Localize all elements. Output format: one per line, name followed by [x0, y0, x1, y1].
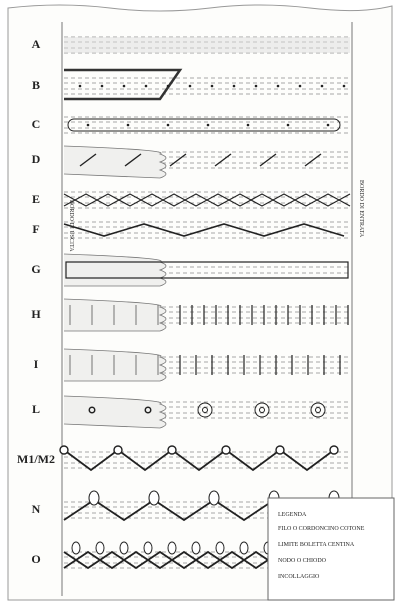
loop — [119, 541, 129, 555]
row-label: I — [34, 357, 39, 371]
row-label: G — [31, 262, 40, 276]
dot — [144, 84, 148, 88]
row-label: L — [32, 402, 40, 416]
row-label: M1/M2 — [17, 452, 55, 466]
zigzag — [63, 448, 335, 472]
legend-item: LIMITE BOLETTA CENTINA — [278, 542, 355, 548]
row-label: E — [32, 192, 40, 206]
dot — [210, 84, 214, 88]
loop — [191, 541, 201, 555]
ring — [310, 402, 326, 418]
wavy-blob — [63, 145, 167, 179]
outline — [65, 261, 349, 279]
zigzag — [63, 193, 351, 207]
knot — [113, 445, 123, 455]
dot — [246, 123, 250, 127]
shade — [64, 37, 350, 53]
ring — [259, 407, 265, 413]
slash — [169, 153, 187, 167]
loop — [208, 490, 220, 506]
dot — [78, 84, 82, 88]
legend-item: INCOLLAGGIO — [278, 574, 320, 580]
dot — [232, 84, 236, 88]
knot — [275, 445, 285, 455]
dot — [298, 84, 302, 88]
legend-item: NODO O CHIODO — [278, 558, 327, 564]
dot — [320, 84, 324, 88]
row-label: B — [32, 78, 40, 92]
wavy-blob — [63, 298, 167, 332]
legend-items: FILO O CORDONCINO COTONE LIMITE BOLETTA C… — [278, 526, 365, 580]
legend-box — [267, 497, 395, 601]
ring — [315, 407, 321, 413]
row-label: H — [31, 307, 41, 321]
border — [64, 68, 183, 101]
dot — [166, 84, 170, 88]
ring — [202, 407, 208, 413]
outline — [67, 118, 341, 132]
dot — [100, 84, 104, 88]
dot — [188, 84, 192, 88]
dot — [326, 123, 330, 127]
dot — [166, 123, 170, 127]
row-label: A — [32, 37, 41, 51]
right-side-label: BORDO DI ENTRATA — [358, 180, 364, 238]
slash — [259, 153, 277, 167]
legend-item: FILO O CORDONCINO COTONE — [278, 526, 365, 532]
loop — [143, 541, 153, 555]
left-side-label: BORDO DI USCITA — [68, 200, 74, 252]
dot — [254, 84, 258, 88]
slash — [304, 153, 322, 167]
knot — [221, 445, 231, 455]
knot — [167, 445, 177, 455]
row-label: F — [32, 222, 39, 236]
dot — [86, 123, 90, 127]
zigzag — [63, 223, 345, 237]
dot — [286, 123, 290, 127]
loop — [71, 541, 81, 555]
ring — [254, 402, 270, 418]
loop — [88, 490, 100, 506]
wavy-blob — [63, 395, 167, 429]
wavy-blob — [63, 348, 167, 382]
knot — [59, 445, 69, 455]
wavy-blob — [63, 253, 167, 287]
loop — [239, 541, 249, 555]
ring — [197, 402, 213, 418]
rows: A B C D E F G H I L M1/M2 N O — [17, 36, 351, 570]
ring — [145, 407, 151, 413]
loop — [95, 541, 105, 555]
loop — [148, 490, 160, 506]
slash — [124, 153, 142, 167]
dot — [276, 84, 280, 88]
slash — [214, 153, 232, 167]
loop — [215, 541, 225, 555]
loop — [167, 541, 177, 555]
legend-title: LEGENDA — [278, 512, 307, 518]
row-label: D — [32, 152, 41, 166]
dot — [206, 123, 210, 127]
row-label: C — [32, 117, 41, 131]
dot — [122, 84, 126, 88]
dot — [342, 84, 346, 88]
slash — [79, 153, 97, 167]
ring — [89, 407, 95, 413]
dot — [126, 123, 130, 127]
row-label: N — [32, 502, 41, 516]
knot — [329, 445, 339, 455]
row-label: O — [31, 552, 40, 566]
